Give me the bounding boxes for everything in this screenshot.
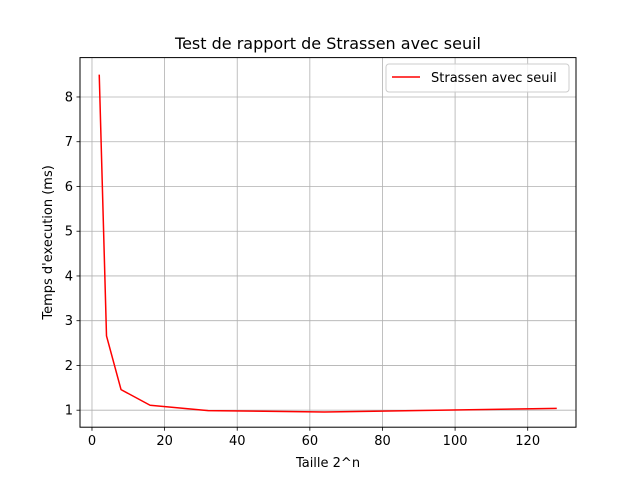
- x-tick-label: 100: [443, 434, 468, 449]
- x-tick-label: 80: [374, 434, 391, 449]
- y-tick-label: 3: [65, 314, 73, 329]
- chart-title: Test de rapport de Strassen avec seuil: [174, 34, 481, 53]
- y-tick-label: 2: [65, 359, 73, 374]
- y-tick-label: 8: [65, 90, 73, 105]
- x-tick-label: 20: [156, 434, 173, 449]
- grid: [80, 57, 576, 428]
- y-tick-label: 6: [65, 180, 73, 195]
- x-tick-label: 40: [229, 434, 246, 449]
- y-tick-label: 7: [65, 135, 73, 150]
- y-tick-label: 4: [65, 269, 73, 284]
- x-axis: 0 20 40 60 80 100 120: [88, 427, 540, 449]
- x-tick-label: 60: [302, 434, 319, 449]
- legend-box: [385, 63, 570, 93]
- y-axis-label: Temps d'execution (ms): [41, 165, 56, 320]
- series-layer: [98, 74, 557, 413]
- x-tick-label: 120: [515, 434, 540, 449]
- x-axis-label: Taille 2^n: [295, 456, 360, 471]
- y-axis: 1 2 3 4 5 6 7 8: [65, 90, 80, 419]
- y-tick-label: 5: [65, 225, 73, 240]
- legend: Strassen avec seuil: [385, 63, 570, 93]
- x-tick-label: 0: [88, 434, 96, 449]
- legend-label: Strassen avec seuil: [431, 71, 557, 86]
- y-tick-label: 1: [65, 404, 73, 419]
- plot-area-frame: [79, 57, 577, 428]
